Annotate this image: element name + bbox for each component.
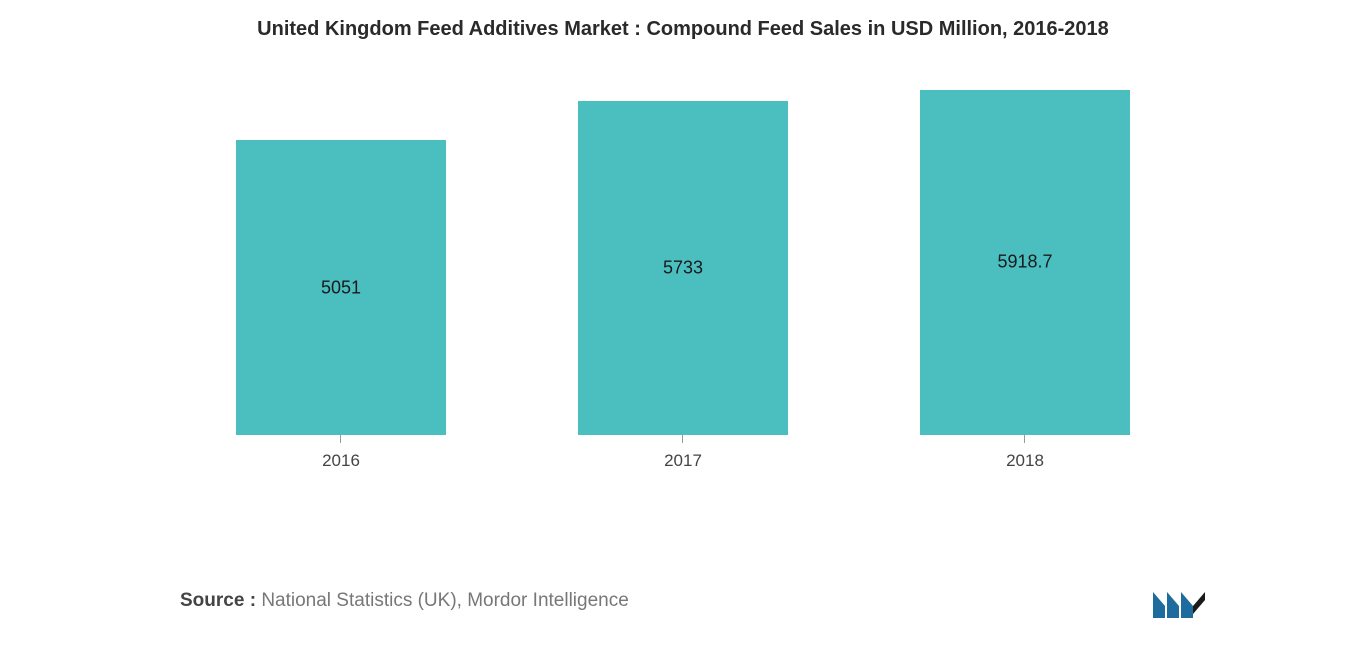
source-attribution: Source : National Statistics (UK), Mordo…: [180, 590, 629, 612]
bar-2016: 5051: [236, 140, 446, 435]
bar-2018: 5918.7: [920, 90, 1130, 435]
source-label: Source :: [180, 590, 256, 611]
bar-value-label: 5733: [663, 257, 703, 278]
chart-title: United Kingdom Feed Additives Market : C…: [0, 0, 1366, 41]
bar-2017: 5733: [578, 101, 788, 435]
axis-tick: [340, 435, 341, 443]
bar-value-label: 5051: [321, 277, 361, 298]
category-label: 2017: [664, 451, 702, 471]
bar-group: 5733 2017: [512, 101, 854, 471]
bar-value-label: 5918.7: [997, 252, 1052, 273]
mordor-intelligence-logo-icon: [1151, 580, 1221, 622]
source-text: National Statistics (UK), Mordor Intelli…: [261, 590, 628, 611]
category-label: 2018: [1006, 451, 1044, 471]
chart-plot-area: 5051 2016 5733 2017 5918.7 2018: [170, 91, 1196, 471]
axis-tick: [1024, 435, 1025, 443]
bar-group: 5918.7 2018: [854, 90, 1196, 471]
category-label: 2016: [322, 451, 360, 471]
axis-tick: [682, 435, 683, 443]
bar-group: 5051 2016: [170, 140, 512, 471]
